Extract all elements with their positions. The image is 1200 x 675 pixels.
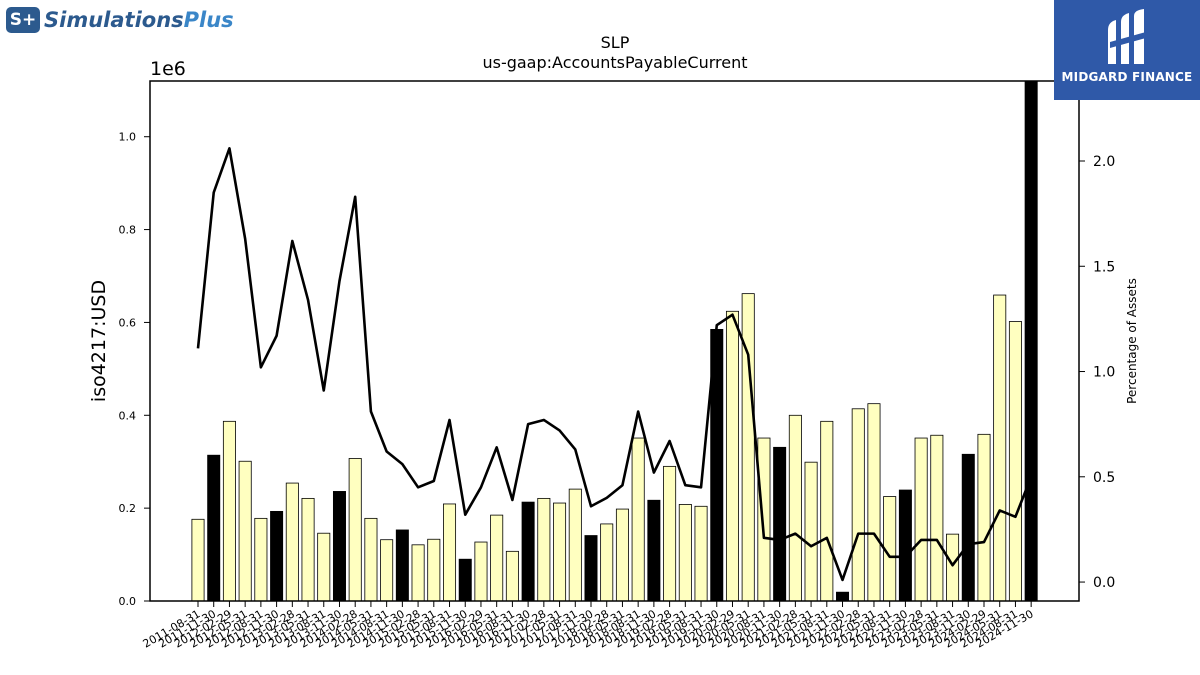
bar bbox=[521, 501, 535, 602]
bar bbox=[898, 489, 912, 602]
y2-tick-label: 1.0 bbox=[1093, 365, 1115, 381]
bar bbox=[505, 550, 519, 602]
logo-badge: S+ bbox=[6, 7, 40, 33]
bar bbox=[317, 532, 331, 602]
y2-axis-label: Percentage of Assets bbox=[1125, 278, 1139, 404]
chart-title: SLP bbox=[601, 33, 630, 52]
bar bbox=[615, 508, 629, 602]
bar bbox=[380, 539, 394, 602]
bar bbox=[537, 497, 551, 602]
bar bbox=[851, 408, 865, 602]
bar bbox=[631, 437, 645, 602]
bar bbox=[820, 420, 834, 602]
y-offset-label: 1e6 bbox=[150, 58, 186, 80]
bar bbox=[977, 433, 991, 602]
y2-axis: 0.0 0.5 1.0 1.5 2.0 bbox=[1079, 154, 1115, 591]
bar bbox=[332, 491, 346, 602]
bar bbox=[694, 505, 708, 602]
bar bbox=[600, 523, 614, 602]
bar bbox=[301, 497, 315, 602]
bar bbox=[568, 488, 582, 602]
midgard-wordmark: MIDGARD FINANCE bbox=[1061, 70, 1193, 84]
bar bbox=[836, 591, 850, 602]
bar bbox=[348, 458, 362, 602]
y2-tick-label: 0.5 bbox=[1093, 470, 1115, 486]
bar bbox=[584, 535, 598, 602]
bar bbox=[757, 437, 771, 602]
chart-subtitle: us-gaap:AccountsPayableCurrent bbox=[482, 53, 747, 72]
bar bbox=[1008, 321, 1022, 602]
plot-frame bbox=[149, 80, 1080, 602]
bar bbox=[804, 461, 818, 602]
bar bbox=[647, 499, 661, 602]
bar bbox=[474, 541, 488, 602]
bar bbox=[946, 533, 960, 602]
midgard-finance-logo: MIDGARD FINANCE bbox=[1054, 0, 1200, 100]
bar bbox=[788, 414, 802, 602]
y-tick-label: 0.4 bbox=[119, 409, 137, 422]
bar bbox=[993, 294, 1007, 602]
midgard-mark-icon bbox=[1108, 9, 1146, 64]
logo-word-1: Simulations bbox=[44, 8, 184, 32]
bar bbox=[207, 454, 221, 602]
y-tick-label: 0.6 bbox=[119, 316, 137, 329]
y-tick-label: 0.0 bbox=[119, 595, 137, 608]
bar bbox=[553, 502, 567, 602]
bar bbox=[1024, 80, 1038, 602]
logo-wordmark: SimulationsPlus bbox=[44, 8, 234, 32]
bar bbox=[678, 504, 692, 602]
bar bbox=[490, 514, 504, 602]
line-group bbox=[196, 147, 1033, 582]
y-axis: 0.0 0.2 0.4 0.6 0.8 1.0 bbox=[119, 131, 150, 608]
bar bbox=[285, 482, 299, 602]
bar bbox=[930, 434, 944, 602]
bar bbox=[222, 420, 236, 602]
bar bbox=[411, 544, 425, 602]
bar-group bbox=[191, 80, 1038, 602]
y-tick-label: 0.2 bbox=[119, 502, 137, 515]
bar bbox=[191, 518, 205, 602]
bar bbox=[725, 310, 739, 602]
bar bbox=[914, 437, 928, 602]
bar bbox=[867, 403, 881, 602]
bar bbox=[741, 293, 755, 602]
logo-word-2: Plus bbox=[183, 8, 234, 32]
bar bbox=[773, 446, 787, 602]
line-series bbox=[196, 147, 1033, 582]
y-tick-label: 0.8 bbox=[119, 224, 137, 237]
bar bbox=[443, 503, 457, 602]
y-axis-label: iso4217:USD bbox=[88, 280, 110, 402]
bar bbox=[364, 517, 378, 602]
bar bbox=[458, 558, 472, 602]
bar bbox=[270, 510, 284, 602]
bar bbox=[427, 538, 441, 602]
bar bbox=[395, 529, 409, 602]
y2-tick-label: 0.0 bbox=[1093, 575, 1115, 591]
x-axis: 2011-08-312011-11-302012-02-292012-05-31… bbox=[141, 601, 1036, 651]
bar bbox=[663, 465, 677, 602]
bar bbox=[238, 460, 252, 602]
y2-tick-label: 1.5 bbox=[1093, 259, 1115, 275]
simulations-plus-logo: S+ SimulationsPlus bbox=[6, 6, 234, 34]
y-tick-label: 1.0 bbox=[119, 131, 137, 144]
y2-tick-label: 2.0 bbox=[1093, 154, 1115, 170]
bar bbox=[254, 517, 268, 602]
bar bbox=[961, 453, 975, 602]
